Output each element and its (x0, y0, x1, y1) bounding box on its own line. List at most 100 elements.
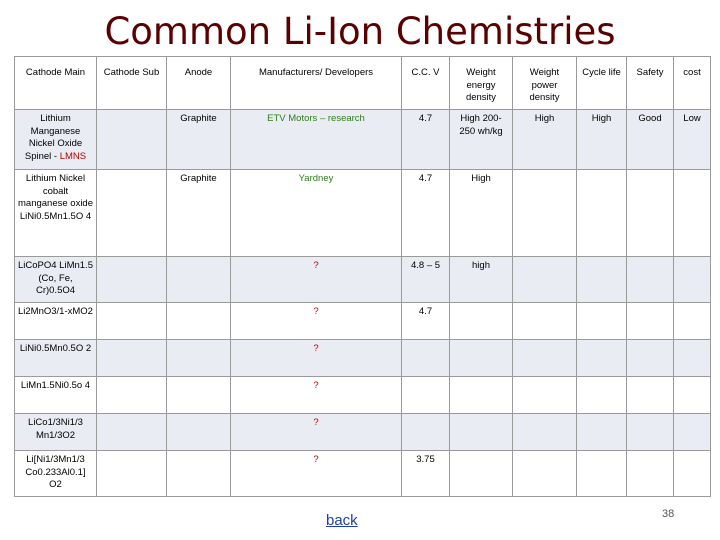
cell-cathode-main: Lithium Nickel cobalt manganese oxide Li… (14, 169, 97, 257)
cell-ccv: 4.7 (401, 109, 450, 170)
cell-weight-energy (449, 450, 513, 497)
cell-cost (673, 169, 711, 257)
cell-weight-energy: High (449, 169, 513, 257)
cell-manufacturers: ? (230, 450, 402, 497)
cell-safety (626, 376, 674, 414)
cell-weight-energy: High 200-250 wh/kg (449, 109, 513, 170)
header-ccv: C.C. V (401, 56, 450, 110)
header-cycle-life: Cycle life (576, 56, 627, 110)
cathode-main-highlight: LMNS (59, 150, 87, 162)
cell-cost (673, 256, 711, 303)
cell-manufacturers: ? (230, 376, 402, 414)
table-row: Li2MnO3/1-xMO2 ? 4.7 (14, 302, 711, 340)
cell-weight-energy: high (449, 256, 513, 303)
cell-weight-power (512, 450, 577, 497)
cell-cycle-life (576, 169, 627, 257)
header-anode: Anode (166, 56, 231, 110)
cell-weight-power: High (512, 109, 577, 170)
header-weight-energy-density: Weight energy density (449, 56, 513, 110)
cell-anode (166, 256, 231, 303)
page-number: 38 (662, 508, 675, 520)
table-row: Lithium Nickel cobalt manganese oxide Li… (14, 169, 711, 257)
cell-cycle-life (576, 256, 627, 303)
cell-cathode-sub (96, 256, 167, 303)
cell-cost (673, 450, 711, 497)
cell-safety: Good (626, 109, 674, 170)
table-row: LiMn1.5Ni0.5o 4 ? (14, 376, 711, 414)
cell-cathode-main: Li[Ni1/3Mn1/3 Co0.233Al0.1] O2 (14, 450, 97, 497)
cell-anode: Graphite (166, 169, 231, 257)
header-cathode-main: Cathode Main (14, 56, 97, 110)
cell-cathode-sub (96, 339, 167, 377)
cathode-main-text: Lithium Manganese Nickel Oxide Spinel - (24, 113, 83, 162)
header-weight-power-density: Weight power density (512, 56, 577, 110)
cell-cycle-life: High (576, 109, 627, 170)
slide-title: Common Li-Ion Chemistries (104, 10, 616, 53)
cell-manufacturers: ? (230, 302, 402, 340)
chemistry-table: Cathode Main Cathode Sub Anode Manufactu… (14, 56, 711, 497)
cell-manufacturers: ETV Motors – research (230, 109, 402, 170)
table-row: LiCoPO4 LiMn1.5 (Co, Fe, Cr)0.5O4 ? 4.8 … (14, 256, 711, 303)
cell-cathode-main: LiCoPO4 LiMn1.5 (Co, Fe, Cr)0.5O4 (14, 256, 97, 303)
cell-cathode-main: Lithium Manganese Nickel Oxide Spinel - … (14, 109, 97, 170)
cell-safety (626, 450, 674, 497)
cell-manufacturers: Yardney (230, 169, 402, 257)
cell-ccv (401, 413, 450, 451)
cell-weight-energy (449, 376, 513, 414)
cell-manufacturers: ? (230, 339, 402, 377)
cell-safety (626, 256, 674, 303)
cell-cathode-main: LiNi0.5Mn0.5O 2 (14, 339, 97, 377)
cell-cost (673, 302, 711, 340)
table-row: LiNi0.5Mn0.5O 2 ? (14, 339, 711, 377)
cell-cathode-main: LiMn1.5Ni0.5o 4 (14, 376, 97, 414)
cell-anode (166, 339, 231, 377)
cell-safety (626, 302, 674, 340)
cell-cathode-main: LiCo1/3Ni1/3 Mn1/3O2 (14, 413, 97, 451)
cell-ccv: 4.8 – 5 (401, 256, 450, 303)
cell-anode: Graphite (166, 109, 231, 170)
header-manufacturers: Manufacturers/ Developers (230, 56, 402, 110)
cell-weight-power (512, 169, 577, 257)
header-safety: Safety (626, 56, 674, 110)
cell-cathode-sub (96, 413, 167, 451)
header-cost: cost (673, 56, 711, 110)
table-header-row: Cathode Main Cathode Sub Anode Manufactu… (14, 56, 711, 110)
cell-safety (626, 339, 674, 377)
cell-weight-power (512, 376, 577, 414)
cell-cycle-life (576, 302, 627, 340)
cell-anode (166, 302, 231, 340)
cell-cost (673, 339, 711, 377)
cell-safety (626, 413, 674, 451)
cell-anode (166, 413, 231, 451)
cell-cycle-life (576, 413, 627, 451)
cell-cost (673, 413, 711, 451)
header-cathode-sub: Cathode Sub (96, 56, 167, 110)
cell-cathode-sub (96, 109, 167, 170)
cell-manufacturers: ? (230, 256, 402, 303)
cell-weight-energy (449, 413, 513, 451)
cell-cathode-sub (96, 169, 167, 257)
cell-weight-power (512, 413, 577, 451)
cell-safety (626, 169, 674, 257)
cell-cycle-life (576, 376, 627, 414)
cell-manufacturers: ? (230, 413, 402, 451)
cell-cycle-life (576, 339, 627, 377)
cell-weight-power (512, 302, 577, 340)
table-row: Lithium Manganese Nickel Oxide Spinel - … (14, 109, 711, 170)
cell-cost: Low (673, 109, 711, 170)
cell-anode (166, 376, 231, 414)
cell-cathode-sub (96, 450, 167, 497)
cell-cathode-sub (96, 376, 167, 414)
cell-cathode-main: Li2MnO3/1-xMO2 (14, 302, 97, 340)
cell-ccv (401, 376, 450, 414)
cell-ccv: 4.7 (401, 302, 450, 340)
cell-anode (166, 450, 231, 497)
table-row: LiCo1/3Ni1/3 Mn1/3O2 ? (14, 413, 711, 451)
cell-weight-energy (449, 302, 513, 340)
cell-ccv (401, 339, 450, 377)
cell-ccv: 3.75 (401, 450, 450, 497)
cell-ccv: 4.7 (401, 169, 450, 257)
cell-weight-power (512, 256, 577, 303)
cell-cost (673, 376, 711, 414)
back-link[interactable]: back (326, 512, 358, 529)
